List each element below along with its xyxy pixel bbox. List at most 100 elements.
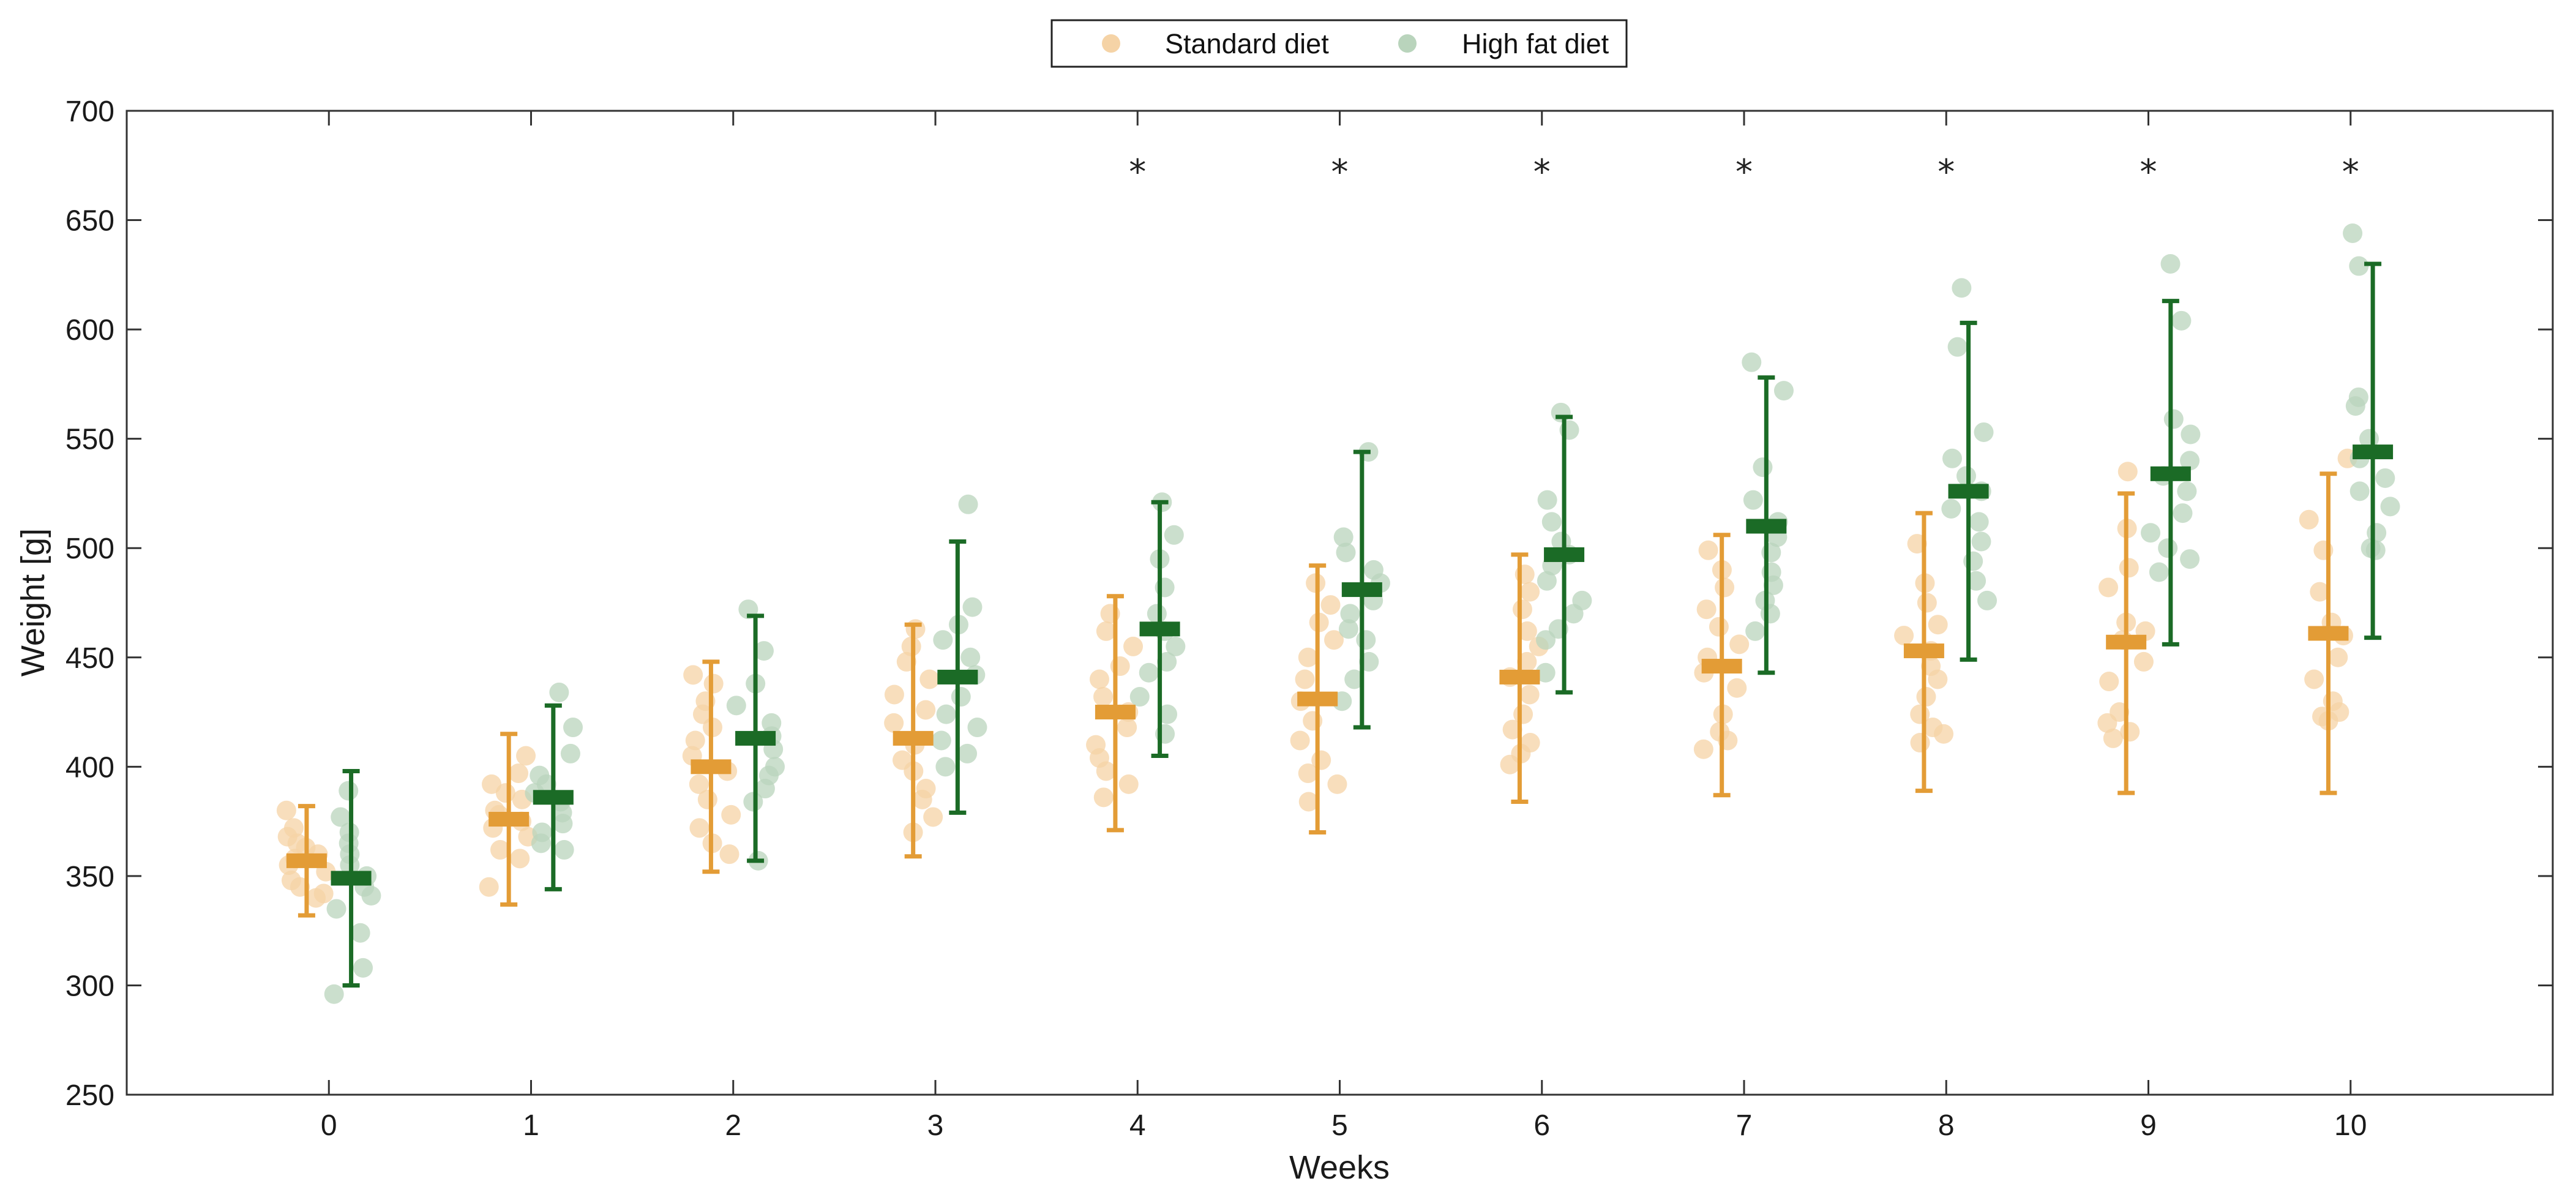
y-tick-label: 300 xyxy=(66,970,114,1002)
point-highfat xyxy=(2343,223,2363,243)
point-highfat xyxy=(1563,604,1584,624)
point-highfat xyxy=(1753,457,1773,478)
point-standard xyxy=(2299,509,2319,530)
point-standard xyxy=(1715,577,1735,598)
point-highfat xyxy=(339,781,359,801)
point-standard xyxy=(516,746,536,766)
point-standard xyxy=(509,763,529,784)
x-tick-label: 8 xyxy=(1938,1109,1955,1142)
point-standard xyxy=(1298,647,1318,667)
point-standard xyxy=(1117,718,1137,738)
point-highfat xyxy=(326,899,346,919)
y-tick-label: 400 xyxy=(66,751,114,784)
point-highfat xyxy=(2173,503,2193,523)
mean-marker-highfat xyxy=(937,669,978,684)
point-standard xyxy=(1502,719,1522,740)
point-highfat xyxy=(563,718,583,738)
mean-marker-standard xyxy=(489,812,530,827)
point-highfat xyxy=(2345,396,2365,416)
x-tick-label: 9 xyxy=(2140,1109,2157,1142)
x-tick-label: 7 xyxy=(1736,1109,1753,1142)
point-highfat xyxy=(1941,498,1961,519)
axes-layer: 250 300 350 400 450 500 550 600 650 700 0 1 2 3 4 5 6 7 8 9… xyxy=(66,96,2553,1142)
x-tick-label: 5 xyxy=(1331,1109,1348,1142)
point-highfat xyxy=(2380,497,2400,517)
point-standard xyxy=(482,774,502,794)
point-standard xyxy=(1290,730,1310,751)
point-standard xyxy=(1295,669,1315,689)
y-tick-label: 700 xyxy=(66,96,114,128)
point-standard xyxy=(1096,761,1116,781)
point-highfat xyxy=(1971,531,1991,552)
point-highfat xyxy=(2149,562,2169,582)
legend-marker-highfat xyxy=(1398,34,1417,53)
y-tick-label: 350 xyxy=(66,861,114,893)
point-standard xyxy=(1698,540,1718,560)
point-standard xyxy=(1298,792,1319,812)
mean-marker-highfat xyxy=(2150,466,2191,481)
point-standard xyxy=(1517,621,1537,641)
x-tick-label: 4 xyxy=(1129,1109,1146,1142)
x-tick-label: 6 xyxy=(1533,1109,1550,1142)
point-highfat xyxy=(1537,571,1557,591)
point-highfat xyxy=(2141,523,2161,543)
point-highfat xyxy=(1966,571,1986,591)
point-standard xyxy=(2103,728,2123,748)
point-highfat xyxy=(1535,662,1556,683)
point-highfat xyxy=(1956,466,1976,486)
mean-marker-standard xyxy=(1095,705,1136,720)
point-highfat xyxy=(931,730,951,751)
point-standard xyxy=(685,730,705,751)
point-highfat xyxy=(2180,451,2200,471)
mean-marker-highfat xyxy=(1948,484,1989,499)
mean-marker-highfat xyxy=(1746,519,1787,534)
point-highfat xyxy=(2349,481,2370,501)
y-tick-label: 450 xyxy=(66,642,114,675)
legend-box xyxy=(1050,19,1628,68)
y-tick-label: 550 xyxy=(66,424,114,456)
point-highfat xyxy=(560,743,580,763)
point-highfat xyxy=(1164,525,1184,545)
point-standard xyxy=(1500,754,1520,774)
point-highfat xyxy=(743,792,763,812)
significance-star: * xyxy=(2342,152,2359,192)
point-standard xyxy=(1512,599,1532,620)
point-highfat xyxy=(1974,422,1994,442)
point-highfat xyxy=(531,833,551,853)
point-highfat xyxy=(1537,490,1557,510)
error-bars-layer xyxy=(286,261,2394,988)
point-standard xyxy=(2328,647,2348,667)
point-highfat xyxy=(1942,448,1962,468)
point-highfat xyxy=(1963,551,1983,571)
point-standard xyxy=(490,840,511,860)
point-highfat xyxy=(936,704,956,724)
point-highfat xyxy=(2177,481,2197,501)
point-standard xyxy=(912,789,932,809)
point-highfat xyxy=(2375,468,2395,488)
point-standard xyxy=(1327,774,1347,794)
point-standard xyxy=(1089,669,1109,689)
point-highfat xyxy=(1157,651,1177,672)
point-highfat xyxy=(726,696,746,716)
point-standard xyxy=(1696,599,1717,620)
point-standard xyxy=(689,774,709,794)
x-tick-label: 1 xyxy=(523,1109,539,1142)
point-standard xyxy=(1519,684,1540,705)
point-standard xyxy=(1517,651,1537,672)
mean-marker-highfat xyxy=(2353,444,2394,460)
point-highfat xyxy=(1147,604,1167,624)
x-axis-label: Weeks xyxy=(1289,1149,1390,1186)
x-tick-label: 2 xyxy=(725,1109,741,1142)
point-standard xyxy=(1928,669,1948,689)
point-standard xyxy=(1093,687,1114,707)
significance-star: * xyxy=(1533,152,1551,192)
point-highfat xyxy=(960,647,981,667)
point-highfat xyxy=(1773,381,1794,401)
point-standard xyxy=(689,818,710,838)
point-standard xyxy=(1727,678,1747,698)
point-highfat xyxy=(1356,630,1376,650)
legend-marker-standard xyxy=(1102,34,1120,53)
x-tick-label: 10 xyxy=(2334,1109,2367,1142)
point-highfat xyxy=(2365,540,2386,560)
